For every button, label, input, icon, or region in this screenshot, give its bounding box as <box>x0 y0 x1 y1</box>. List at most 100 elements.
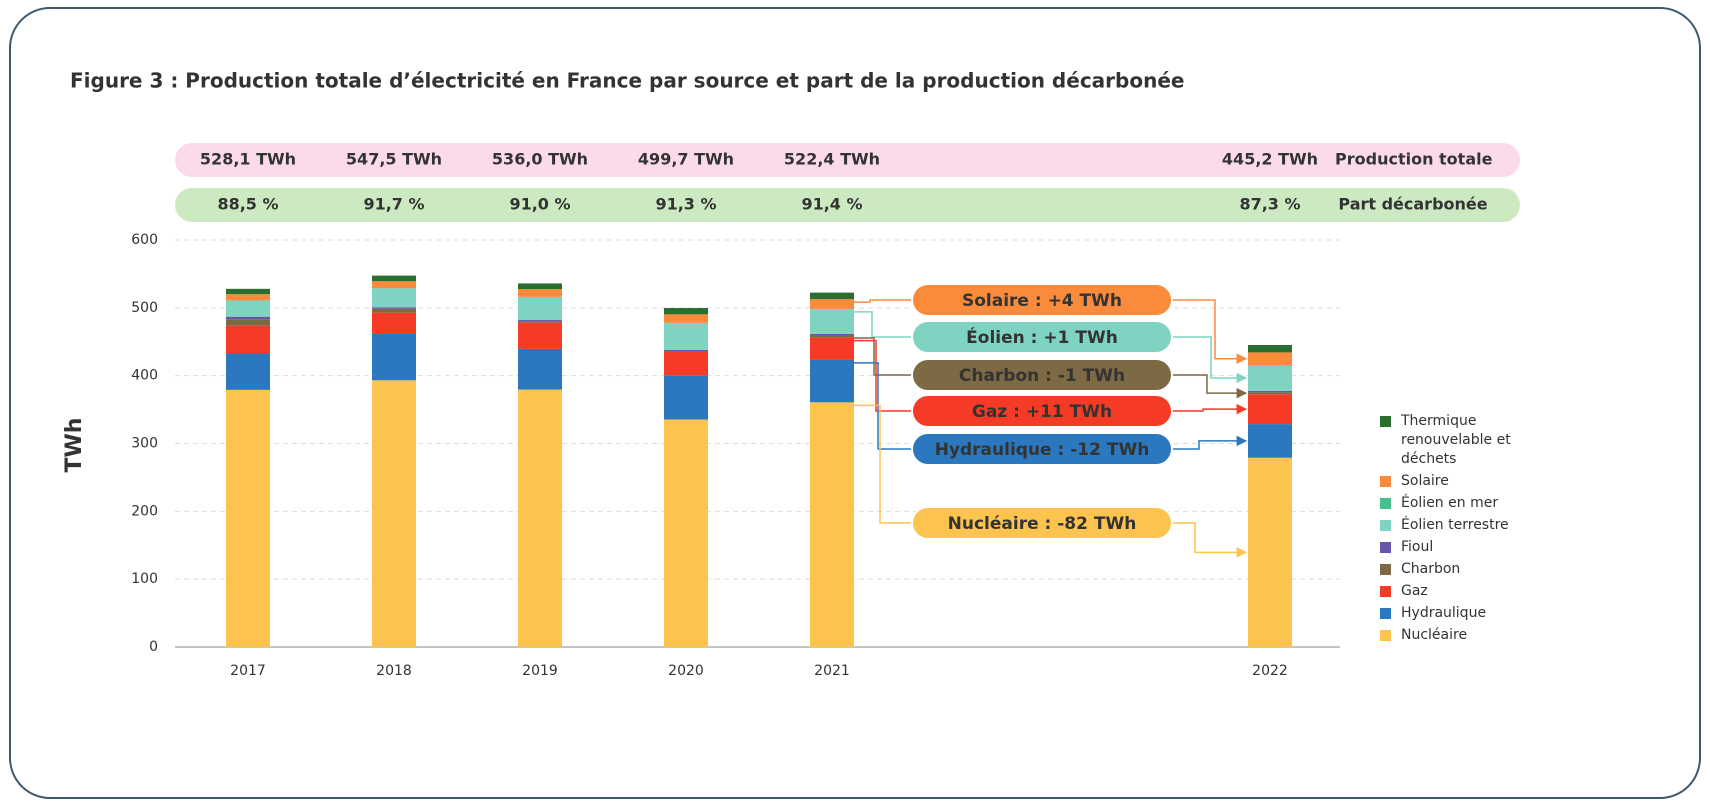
legend-swatch <box>1380 476 1391 487</box>
bar-segment <box>810 402 854 647</box>
x-tick-label: 2020 <box>668 663 704 679</box>
total-label: 528,1 TWh <box>200 150 296 169</box>
legend-label: Thermique renouvelable et déchets <box>1401 413 1511 467</box>
legend-swatch <box>1380 608 1391 619</box>
bar-segment <box>226 288 270 295</box>
legend-label: Hydraulique <box>1401 605 1487 621</box>
bar-segment <box>518 320 562 322</box>
bar-segment <box>372 288 416 308</box>
legend-swatch <box>1380 416 1391 427</box>
annotation-box <box>911 283 1173 317</box>
x-tick-label: 2022 <box>1252 663 1288 679</box>
legend-swatch <box>1380 630 1391 641</box>
bar-segment <box>226 353 270 390</box>
legend-label: Éolien en mer <box>1401 495 1499 511</box>
connector <box>854 299 912 303</box>
total-label: 499,7 TWh <box>638 150 734 169</box>
total-label: 547,5 TWh <box>346 150 442 169</box>
bar-segment <box>518 289 562 297</box>
share-label: 91,7 % <box>363 195 424 214</box>
y-tick-label: 400 <box>131 368 158 384</box>
legend: Thermique renouvelable et déchets Solaire… <box>1380 412 1540 648</box>
share-label: 91,4 % <box>801 195 862 214</box>
legend-item: Thermique renouvelable et déchets <box>1380 412 1540 469</box>
bar-segment <box>1248 392 1292 395</box>
y-tick-label: 100 <box>131 571 158 587</box>
annotation-text: Nucléaire : -82 TWh <box>948 514 1137 534</box>
bar-segment <box>810 333 854 336</box>
legend-swatch <box>1380 498 1391 509</box>
bar-segment <box>664 375 708 420</box>
bar-segment <box>226 316 270 320</box>
legend-item: Nucléaire <box>1380 626 1540 645</box>
y-axis-title: TWh <box>62 418 87 473</box>
bar-segment <box>518 283 562 290</box>
y-tick-label: 0 <box>149 639 158 655</box>
bar-segment <box>518 321 562 323</box>
legend-item: Charbon <box>1380 560 1540 579</box>
annotation-box <box>911 320 1173 354</box>
bar-segment <box>810 308 854 334</box>
bar-segment <box>226 389 270 647</box>
bar-segment <box>372 275 416 282</box>
bar-segment <box>518 296 562 321</box>
legend-label: Solaire <box>1401 473 1449 489</box>
connector-arrow <box>1172 522 1248 558</box>
share-label: Part décarbonée <box>1338 195 1487 214</box>
annotation-box <box>911 506 1173 540</box>
legend-item: Éolien terrestre <box>1380 516 1540 535</box>
legend-label: Charbon <box>1401 561 1461 577</box>
bar-segment <box>664 349 708 351</box>
connector-arrow <box>1172 374 1248 399</box>
y-tick-label: 300 <box>131 436 158 452</box>
share-label: 91,3 % <box>655 195 716 214</box>
bar-segment <box>372 308 416 313</box>
connector-arrow <box>1172 435 1248 450</box>
legend-item: Gaz <box>1380 582 1540 601</box>
connector <box>854 404 912 524</box>
bar-segment <box>226 300 270 317</box>
legend-item: Fioul <box>1380 538 1540 557</box>
bar-segment <box>372 333 416 381</box>
x-tick-label: 2017 <box>230 663 266 679</box>
legend-swatch <box>1380 520 1391 531</box>
y-tick-label: 500 <box>131 300 158 316</box>
x-tick-label: 2019 <box>522 663 558 679</box>
annotation-text: Solaire : +4 TWh <box>962 291 1122 311</box>
annotation-text: Charbon : -1 TWh <box>959 366 1125 386</box>
y-tick-label: 200 <box>131 503 158 519</box>
legend-swatch <box>1380 542 1391 553</box>
bar-segment <box>372 281 416 289</box>
totals-label: Production totale <box>1335 150 1493 169</box>
legend-item: Solaire <box>1380 472 1540 491</box>
connector <box>854 339 912 412</box>
share-label: 91,0 % <box>509 195 570 214</box>
x-tick-label: 2018 <box>376 663 412 679</box>
bar-segment <box>810 299 854 309</box>
bar-segment <box>226 325 270 354</box>
annotation-text: Gaz : +11 TWh <box>972 402 1112 422</box>
bar-segment <box>664 308 708 315</box>
chart-title: Figure 3 : Production totale d’électrici… <box>70 69 1184 93</box>
legend-label: Éolien terrestre <box>1401 517 1509 533</box>
bar-segment <box>372 312 416 334</box>
bar-segment <box>518 322 562 349</box>
bar-segment <box>518 348 562 390</box>
bar-segment <box>1248 365 1292 391</box>
bar-segment <box>810 337 854 360</box>
share-band <box>175 188 1520 222</box>
frame <box>9 7 1701 799</box>
legend-label: Nucléaire <box>1401 627 1468 643</box>
bar-segment <box>1248 345 1292 353</box>
total-label: 445,2 TWh <box>1222 150 1318 169</box>
share-label: 87,3 % <box>1239 195 1300 214</box>
bar-segment <box>1248 352 1292 366</box>
annotation-text: Hydraulique : -12 TWh <box>935 440 1150 460</box>
legend-swatch <box>1380 586 1391 597</box>
total-label: 522,4 TWh <box>784 150 880 169</box>
bar-segment <box>810 335 854 338</box>
connector-arrow <box>1172 403 1248 415</box>
bar-segment <box>372 380 416 647</box>
connector <box>854 311 912 338</box>
